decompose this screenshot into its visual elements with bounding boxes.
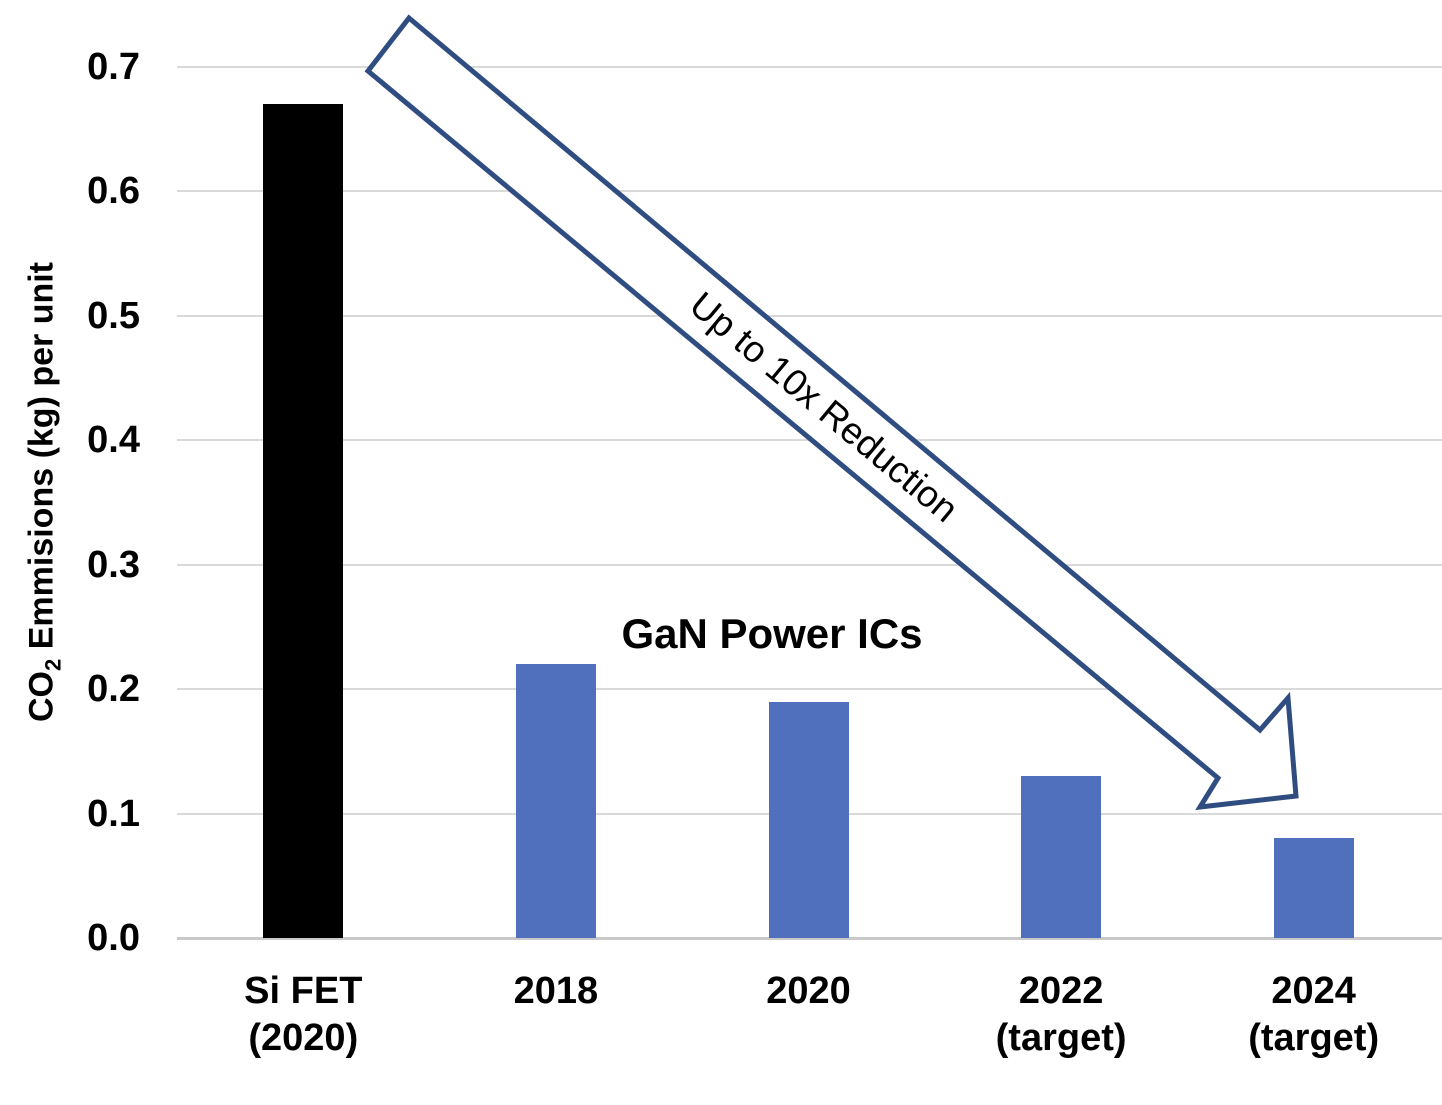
xlabel-line: Si FET [244,970,363,1012]
ytick-0-3: 0.3 [87,543,140,586]
xlabel-2024-target: 2024 (target) [1187,968,1440,1062]
xlabel-line: 2018 [513,970,599,1012]
ytick-0-7: 0.7 [87,46,140,88]
ytick-0-4: 0.4 [87,419,140,462]
bar-2024-target [1273,838,1354,938]
xlabel-2018: 2018 [430,968,683,1015]
gridline-0-2 [177,688,1442,691]
bar-2018 [515,664,596,938]
xlabel-line: (2020) [248,1017,359,1059]
xlabel-si-fet-2020: Si FET (2020) [177,968,430,1062]
arrow-label: Up to 10x Reduction [682,284,966,530]
bar-2020 [768,701,849,938]
xlabel-line: 2024 [1271,970,1356,1012]
gridline-0-3 [177,563,1442,566]
gridline-0-7 [177,66,1442,68]
series-label-gan-power-ics: GaN Power ICs [621,610,923,657]
xlabel-line: (target) [1248,1017,1380,1059]
gridline-0-0 [177,937,1442,940]
xlabel-2020: 2020 [682,968,935,1015]
ytick-0-1: 0.1 [87,792,140,835]
ytick-0-5: 0.5 [87,294,140,337]
gridline-0-4 [177,439,1442,442]
xlabel-line: 2022 [1018,970,1104,1012]
bar-2022-target [1021,776,1102,938]
xlabel-2022-target: 2022 (target) [935,968,1188,1062]
gridline-0-6 [177,190,1442,193]
xlabel-line: (target) [995,1017,1127,1059]
xlabel-line: 2020 [766,970,851,1012]
ytick-0-0: 0.0 [87,917,140,959]
bar-si-fet-2020 [263,104,344,938]
ytick-0-2: 0.2 [87,668,140,711]
gridline-0-5 [177,314,1442,317]
ytick-0-6: 0.6 [87,170,140,213]
